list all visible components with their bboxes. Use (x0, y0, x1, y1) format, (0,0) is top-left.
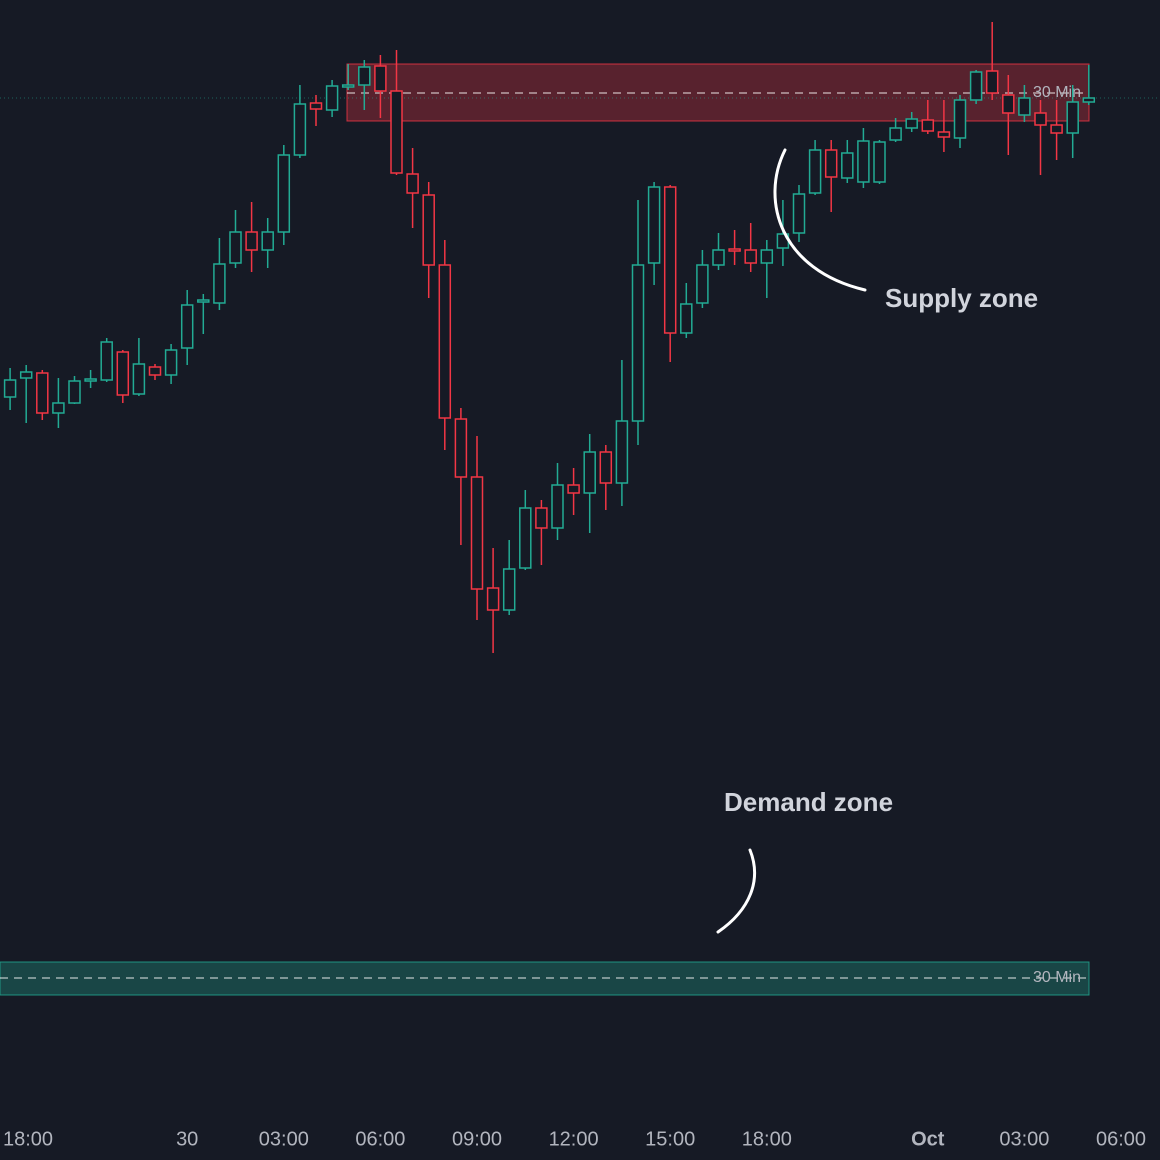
candle-body (615, 420, 629, 484)
x-tick-label: 03:00 (259, 1128, 309, 1150)
plot: 30 Min 30 Min 18:00 30 03:00 06:00 09:00 12:00 1… (0, 22, 1160, 1150)
candle-body (824, 149, 838, 178)
candle-body (100, 341, 113, 381)
supply-arrow (773, 148, 867, 292)
zone (0, 961, 1090, 996)
candle-body (116, 351, 130, 396)
candle-body (229, 231, 242, 264)
candle-body (213, 263, 226, 304)
candle-body (1018, 97, 1031, 116)
x-tick-label: 15:00 (645, 1128, 695, 1150)
candle-body (1050, 124, 1063, 134)
candle-body (841, 152, 854, 179)
candle-body (309, 102, 323, 110)
candle-body (502, 568, 516, 611)
candle-body (374, 65, 387, 92)
candle-body (535, 507, 548, 529)
x-tick-label: 03:00 (999, 1128, 1049, 1150)
annotation: Demand zone (724, 787, 893, 817)
x-tick-label: 18:00 (3, 1128, 53, 1150)
candle-body (261, 231, 274, 251)
candle-body (680, 303, 693, 334)
candle-body (277, 154, 291, 233)
candle-body (406, 173, 419, 194)
x-tick-label: 06:00 (355, 1128, 405, 1150)
candle-body (808, 149, 822, 194)
x-tick-label: 12:00 (549, 1128, 599, 1150)
candle-body (486, 587, 500, 611)
candle-body (873, 141, 886, 183)
candle-body (567, 484, 580, 494)
candle-body (889, 127, 902, 141)
candle-body (325, 85, 339, 111)
x-tick-label: 09:00 (452, 1128, 502, 1150)
candle-body (1002, 94, 1015, 114)
candle-body (953, 99, 967, 139)
candle-body (438, 264, 452, 419)
zone-label: 30 Min (1033, 84, 1081, 101)
zone-label: 30 Min (1033, 969, 1081, 986)
candle-body (744, 249, 757, 264)
candle-body (132, 363, 146, 395)
x-tick-label: 30 (176, 1128, 198, 1150)
candle-body (341, 84, 355, 88)
candle-body (631, 264, 645, 422)
candle-body (792, 193, 806, 234)
candle-body (148, 366, 162, 376)
candle-body (245, 231, 258, 251)
candle-body (1034, 112, 1047, 126)
candle-body (712, 249, 725, 266)
candle-body (84, 378, 97, 382)
candle-body (197, 299, 210, 303)
candle-body (180, 304, 194, 349)
x-tick-label: Oct (911, 1128, 945, 1150)
candle-body (663, 186, 677, 334)
x-tick-label: 06:00 (1096, 1128, 1146, 1150)
candle-body (937, 131, 951, 138)
candle-body (3, 379, 17, 398)
x-tick-label: 18:00 (742, 1128, 792, 1150)
candle-body (905, 118, 918, 129)
candle-body (985, 70, 999, 94)
candle-body (760, 249, 774, 264)
candle-body (293, 103, 307, 156)
candle-body (583, 451, 596, 494)
candle-body (696, 264, 709, 304)
candle-body (728, 248, 741, 252)
candle-body (36, 372, 49, 414)
candle-body (422, 194, 435, 266)
demand-arrow (716, 848, 757, 934)
candle-body (164, 349, 178, 376)
candle-body (921, 119, 935, 132)
candle-body (857, 140, 870, 183)
candle-body (1082, 97, 1096, 103)
candle-body (599, 451, 613, 484)
candle-body (19, 371, 33, 379)
annotation: Supply zone (885, 283, 1038, 313)
candle-body (551, 484, 564, 529)
candle-body (470, 476, 484, 590)
candle-body (647, 186, 661, 264)
candle-body (519, 507, 532, 569)
candle-body (1066, 101, 1079, 134)
candle-body (52, 402, 65, 414)
candle-body (969, 71, 983, 101)
candle-body (358, 66, 371, 86)
candle-body (454, 418, 468, 478)
candle-body (68, 380, 81, 404)
candle-body (390, 90, 403, 174)
